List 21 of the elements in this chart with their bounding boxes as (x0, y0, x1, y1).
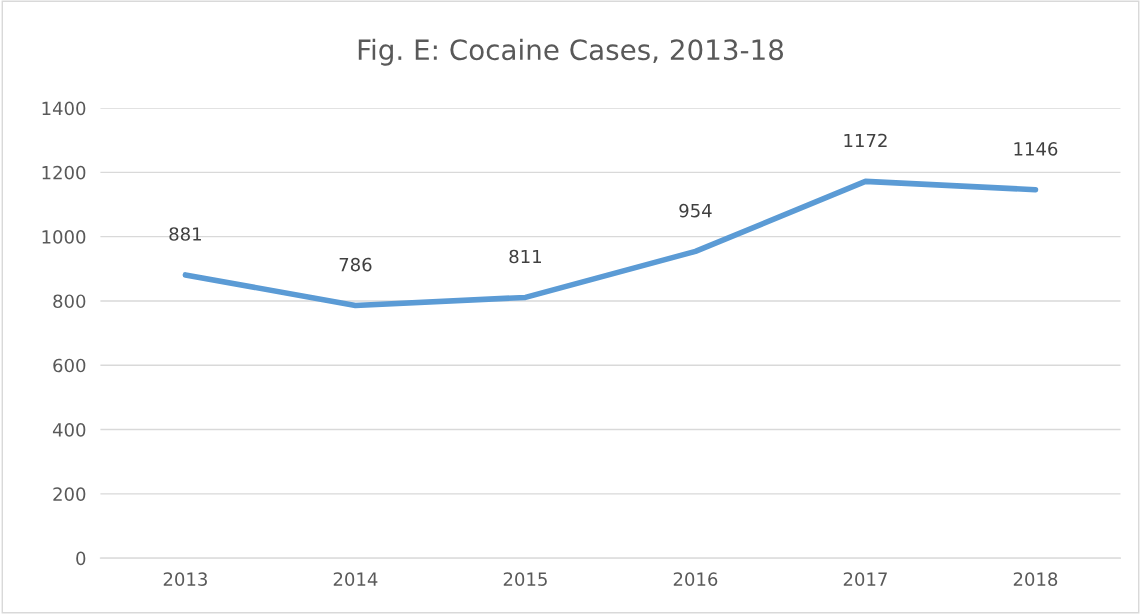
y-tick-label: 200 (53, 487, 86, 501)
y-tick-label: 1200 (42, 165, 86, 180)
y-tick-label: 600 (53, 358, 86, 373)
y-tick-label: 800 (53, 294, 86, 309)
data-label: 786 (339, 257, 372, 272)
y-tick-label: 1400 (42, 101, 86, 116)
x-tick-label: 2016 (673, 572, 718, 586)
x-tick-label: 2014 (333, 572, 378, 586)
data-label: 1146 (1014, 142, 1058, 156)
x-tick-label: 2015 (503, 572, 547, 586)
data-label: 1172 (844, 133, 887, 148)
x-tick-label: 2018 (1013, 572, 1058, 586)
x-tick-label: 2013 (163, 572, 207, 586)
data-label: 954 (679, 203, 712, 218)
chart-title: Fig. E: Cocaine Cases, 2013-18 (358, 38, 784, 66)
data-label: 811 (509, 249, 541, 264)
y-tick-label: 1000 (42, 230, 86, 244)
y-tick-label: 0 (76, 551, 86, 566)
data-label: 881 (169, 227, 201, 241)
y-tick-label: 400 (52, 423, 86, 437)
x-tick-label: 2017 (843, 572, 887, 586)
